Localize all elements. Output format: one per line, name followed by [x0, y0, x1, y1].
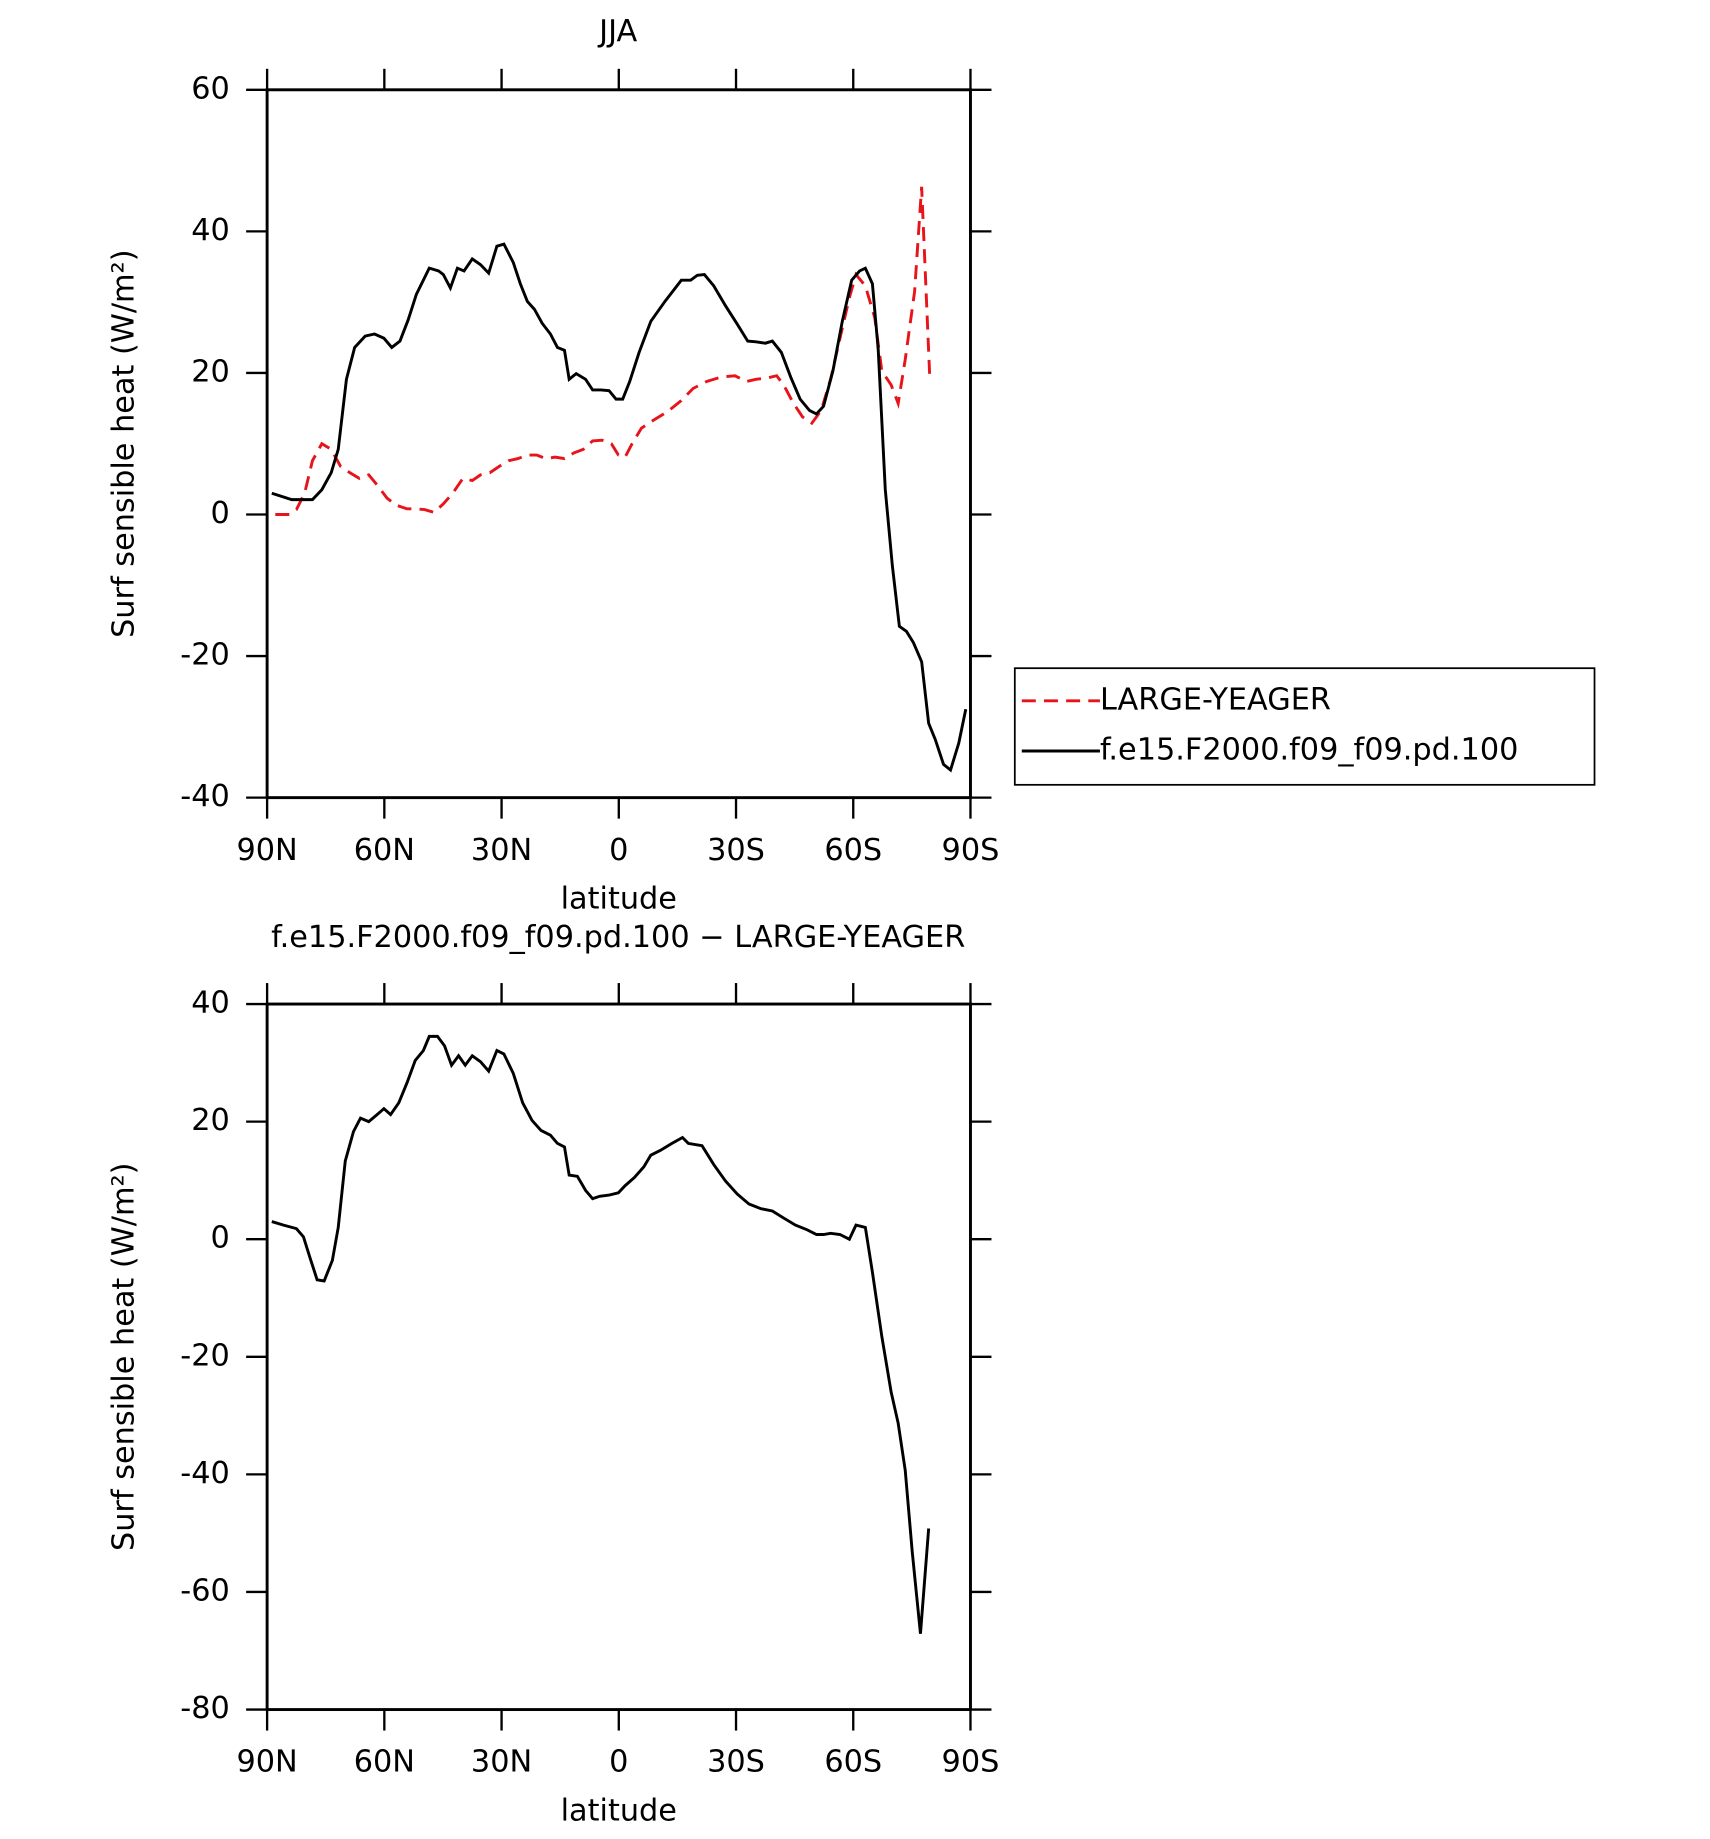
chart-title: f.e15.F2000.f09_f09.pd.100 − LARGE-YEAGE… [271, 920, 965, 955]
legend-label: LARGE-YEAGER [1100, 682, 1331, 717]
plot-frame [265, 1002, 972, 1712]
x-tick-label: 30N [471, 833, 532, 868]
y-tick-label: -20 [180, 1338, 230, 1373]
data-line [271, 1034, 931, 1634]
x-tick-label: 90S [942, 1745, 1000, 1780]
y-tick-label: -60 [180, 1573, 230, 1608]
plot-frame [265, 88, 972, 800]
y-tick-label: 0 [210, 1221, 229, 1256]
x-tick-label: 60N [354, 1745, 415, 1780]
x-tick-label: 60N [354, 833, 415, 868]
x-tick-label: 90S [942, 833, 1000, 868]
y-tick-label: -80 [180, 1691, 230, 1726]
x-tick-label: 30S [707, 1745, 765, 1780]
legend-label: f.e15.F2000.f09_f09.pd.100 [1100, 732, 1518, 767]
x-axis-label: latitude [561, 1794, 677, 1829]
y-tick-label: 40 [191, 986, 230, 1021]
chart-title: JJA [597, 14, 637, 49]
x-tick-label: 0 [609, 833, 628, 868]
x-tick-label: 60S [824, 833, 882, 868]
data-line [271, 242, 968, 773]
y-axis-label: Surf sensible heat (W/m²) [106, 249, 141, 637]
y-axis-label: Surf sensible heat (W/m²) [106, 1163, 141, 1551]
y-tick-label: -40 [180, 779, 230, 814]
y-tick-label: 60 [191, 71, 230, 106]
x-tick-label: 60S [824, 1745, 882, 1780]
legend-box [1013, 667, 1596, 786]
x-tick-label: 0 [609, 1745, 628, 1780]
y-tick-label: 0 [210, 496, 229, 531]
y-tick-label: 20 [191, 354, 230, 389]
x-axis-label: latitude [561, 882, 677, 917]
y-tick-label: -20 [180, 638, 230, 673]
x-tick-label: 30S [707, 833, 765, 868]
y-tick-label: 40 [191, 213, 230, 248]
x-tick-label: 90N [236, 833, 297, 868]
x-tick-label: 30N [471, 1745, 532, 1780]
data-line [275, 186, 932, 516]
x-tick-label: 90N [236, 1745, 297, 1780]
y-tick-label: -40 [180, 1456, 230, 1491]
y-tick-label: 20 [191, 1103, 230, 1138]
